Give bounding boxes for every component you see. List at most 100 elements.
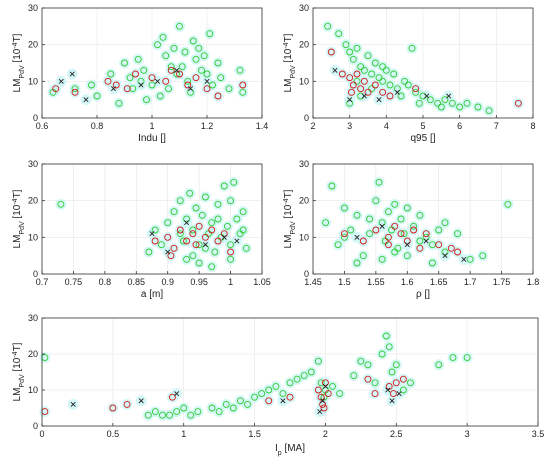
- cross-marker: [376, 97, 382, 103]
- green-circle-marker: [198, 211, 206, 219]
- green-circle-marker: [164, 219, 172, 227]
- point-halo: [433, 224, 445, 236]
- green-circle-marker: [192, 204, 200, 212]
- cross-marker: [174, 391, 180, 397]
- green-circle-marker: [357, 63, 365, 71]
- green-circle-marker: [378, 350, 386, 358]
- green-circle-marker: [366, 230, 374, 238]
- y-tick-label: 0: [33, 113, 38, 123]
- y-tick-label: 10: [299, 76, 309, 86]
- red-circle-marker: [112, 81, 120, 89]
- green-circle-marker: [195, 44, 203, 52]
- series-circle-green: [41, 332, 471, 419]
- point-halo: [401, 202, 413, 214]
- red-circle-marker: [364, 375, 372, 383]
- green-circle-marker: [379, 63, 387, 71]
- red-circle-marker: [349, 81, 357, 89]
- series-circle-green: [57, 178, 250, 271]
- green-circle-marker: [335, 30, 343, 38]
- y-tick-label: 10: [28, 76, 38, 86]
- green-circle-marker: [336, 390, 344, 398]
- point-halo: [174, 20, 185, 32]
- red-circle-marker: [214, 237, 222, 245]
- green-circle-marker: [186, 189, 194, 197]
- x-tick-label: 1.7: [464, 277, 477, 287]
- y-tick-label: 0: [304, 269, 309, 279]
- green-circle-marker: [134, 55, 142, 63]
- green-circle-marker: [223, 222, 231, 230]
- y-tick-label: 10: [28, 232, 38, 242]
- green-circle-marker: [200, 52, 208, 60]
- cross-marker: [149, 231, 155, 237]
- point-halo: [141, 94, 152, 106]
- y-axis-label: LMPdV [10-4T]: [12, 342, 26, 401]
- green-circle-marker: [397, 215, 405, 223]
- green-circle-marker: [293, 375, 301, 383]
- cross-marker: [234, 238, 240, 244]
- green-circle-marker: [360, 66, 368, 74]
- green-circle-marker: [328, 182, 336, 190]
- point-halo: [325, 46, 337, 58]
- cross-marker: [332, 67, 338, 73]
- green-circle-marker: [378, 219, 386, 227]
- green-circle-marker: [357, 357, 365, 365]
- y-axis-label: LMPdV [10-4T]: [12, 189, 26, 248]
- green-circle-marker: [463, 354, 471, 362]
- green-circle-marker: [220, 182, 228, 190]
- y-tick-label: 0: [304, 113, 309, 123]
- x-tick-label: 1.5: [248, 429, 261, 439]
- red-circle-marker: [104, 77, 112, 85]
- green-circle-marker: [422, 233, 430, 241]
- point-halo: [270, 380, 282, 392]
- green-circle-marker: [71, 85, 79, 93]
- cross-marker: [138, 82, 144, 88]
- x-tick-label: 1.6: [401, 277, 414, 287]
- green-circle-marker: [372, 197, 380, 205]
- point-halo: [157, 31, 169, 43]
- y-axis-label: LMPdV [10-4T]: [12, 33, 26, 92]
- green-circle-marker: [159, 33, 167, 41]
- x-tick-label: 1: [228, 277, 233, 287]
- cross-marker: [280, 398, 286, 404]
- red-circle-marker: [372, 226, 380, 234]
- x-tick-label: 1.55: [367, 277, 385, 287]
- point-halo: [395, 213, 407, 225]
- point-halo: [213, 406, 225, 418]
- green-circle-marker: [121, 59, 128, 67]
- green-circle-marker: [201, 244, 209, 252]
- green-circle-marker: [211, 248, 219, 256]
- y-tick-label: 20: [299, 196, 309, 206]
- green-circle-marker: [368, 70, 376, 78]
- x-tick-label: 8: [530, 121, 535, 131]
- x-tick-label: 0.9: [161, 277, 174, 287]
- red-circle-marker: [71, 88, 79, 96]
- x-axis-label: ρ []: [416, 289, 430, 300]
- red-circle-marker: [390, 390, 397, 398]
- green-circle-marker: [391, 200, 399, 208]
- scatter-panel-2: 2 3 4 5 6 7 8 0 10 20 30 q95 [] LMPdV [10-4T]: [283, 3, 536, 144]
- red-circle-marker: [360, 77, 368, 85]
- x-tick-label: 3.5: [532, 429, 545, 439]
- point-halo: [204, 28, 216, 40]
- green-circle-marker: [208, 219, 216, 227]
- green-circle-marker: [151, 226, 159, 234]
- green-circle-marker: [176, 22, 183, 30]
- green-circle-marker: [479, 252, 487, 260]
- red-circle-marker: [176, 70, 183, 78]
- cross-marker: [385, 387, 391, 393]
- point-halo: [401, 250, 413, 262]
- point-halo: [347, 53, 359, 65]
- point-halo: [237, 79, 249, 91]
- green-circle-marker: [456, 103, 464, 111]
- red-circle-marker: [176, 226, 184, 234]
- cross-marker: [320, 398, 326, 404]
- green-circle-marker: [176, 230, 184, 238]
- green-circle-marker: [151, 408, 159, 416]
- green-circle-marker: [416, 237, 424, 245]
- point-halo: [413, 97, 425, 109]
- green-circle-marker: [173, 70, 181, 78]
- series-cross: [354, 223, 467, 262]
- x-tick-label: 7: [494, 121, 499, 131]
- point-halo: [433, 359, 445, 371]
